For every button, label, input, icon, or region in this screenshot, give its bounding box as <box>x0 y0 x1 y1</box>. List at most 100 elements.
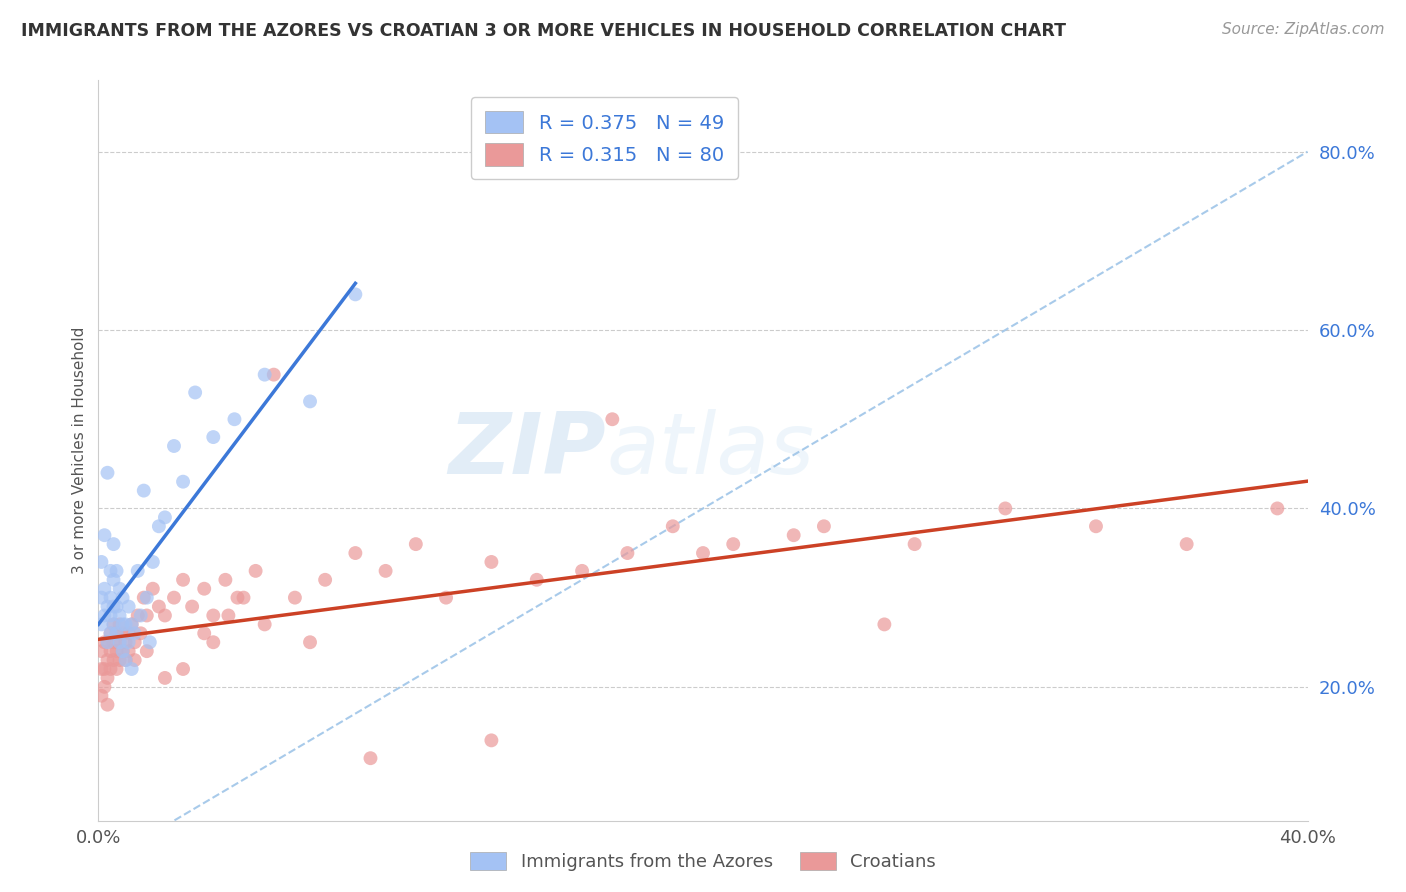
Point <box>153 510 176 524</box>
Point <box>90 555 112 569</box>
Point <box>105 626 128 640</box>
Point <box>661 519 683 533</box>
Point <box>263 368 285 382</box>
Point <box>124 653 146 667</box>
Point <box>193 582 215 596</box>
Point <box>90 644 112 658</box>
Point <box>100 626 122 640</box>
Point <box>142 582 165 596</box>
Point <box>132 591 155 605</box>
Point <box>100 564 122 578</box>
Point <box>148 599 170 614</box>
Point <box>108 608 131 623</box>
Point <box>245 564 267 578</box>
Text: IMMIGRANTS FROM THE AZORES VS CROATIAN 3 OR MORE VEHICLES IN HOUSEHOLD CORRELATI: IMMIGRANTS FROM THE AZORES VS CROATIAN 3… <box>21 22 1066 40</box>
Point <box>202 608 225 623</box>
Point <box>873 617 896 632</box>
Point <box>127 564 149 578</box>
Point <box>374 564 396 578</box>
Point <box>184 385 207 400</box>
Point <box>202 635 225 649</box>
Point <box>108 635 131 649</box>
Point <box>90 617 112 632</box>
Point <box>105 626 128 640</box>
Point <box>135 608 157 623</box>
Point <box>904 537 927 551</box>
Point <box>111 617 134 632</box>
Point <box>96 635 118 649</box>
Point <box>163 439 186 453</box>
Point <box>224 412 246 426</box>
Point <box>96 653 118 667</box>
Point <box>103 537 125 551</box>
Point <box>103 617 125 632</box>
Point <box>114 635 136 649</box>
Point <box>129 608 152 623</box>
Point <box>481 555 503 569</box>
Point <box>103 573 125 587</box>
Point <box>139 635 162 649</box>
Point <box>153 671 176 685</box>
Point <box>127 608 149 623</box>
Point <box>142 555 165 569</box>
Point <box>103 653 125 667</box>
Point <box>481 733 503 747</box>
Point <box>108 635 131 649</box>
Point <box>100 662 122 676</box>
Point <box>202 430 225 444</box>
Point <box>100 626 122 640</box>
Point <box>172 475 194 489</box>
Point <box>135 591 157 605</box>
Point <box>108 617 131 632</box>
Point <box>602 412 624 426</box>
Point <box>1085 519 1108 533</box>
Point <box>434 591 457 605</box>
Point <box>96 635 118 649</box>
Point <box>103 599 125 614</box>
Text: ZIP: ZIP <box>449 409 606 492</box>
Point <box>1175 537 1198 551</box>
Point <box>172 573 194 587</box>
Point <box>111 644 134 658</box>
Point <box>96 599 118 614</box>
Point <box>344 546 367 560</box>
Point <box>132 483 155 498</box>
Point <box>299 394 322 409</box>
Point <box>100 644 122 658</box>
Point <box>153 608 176 623</box>
Point <box>121 617 143 632</box>
Point <box>105 662 128 676</box>
Point <box>994 501 1017 516</box>
Point <box>232 591 254 605</box>
Point <box>181 599 204 614</box>
Point <box>314 573 336 587</box>
Point <box>253 617 276 632</box>
Point <box>526 573 548 587</box>
Text: Source: ZipAtlas.com: Source: ZipAtlas.com <box>1222 22 1385 37</box>
Point <box>93 582 115 596</box>
Point <box>114 653 136 667</box>
Point <box>723 537 745 551</box>
Point <box>111 644 134 658</box>
Point <box>93 680 115 694</box>
Point <box>121 662 143 676</box>
Point <box>299 635 322 649</box>
Point <box>93 662 115 676</box>
Point <box>105 599 128 614</box>
Legend: R = 0.375   N = 49, R = 0.315   N = 80: R = 0.375 N = 49, R = 0.315 N = 80 <box>471 97 738 179</box>
Point <box>90 662 112 676</box>
Point <box>253 368 276 382</box>
Point <box>93 608 115 623</box>
Point <box>124 635 146 649</box>
Point <box>108 582 131 596</box>
Y-axis label: 3 or more Vehicles in Household: 3 or more Vehicles in Household <box>72 326 87 574</box>
Point <box>111 591 134 605</box>
Point <box>93 528 115 542</box>
Point <box>360 751 382 765</box>
Point <box>405 537 427 551</box>
Point <box>118 644 141 658</box>
Point <box>783 528 806 542</box>
Point <box>571 564 593 578</box>
Point <box>692 546 714 560</box>
Point <box>118 635 141 649</box>
